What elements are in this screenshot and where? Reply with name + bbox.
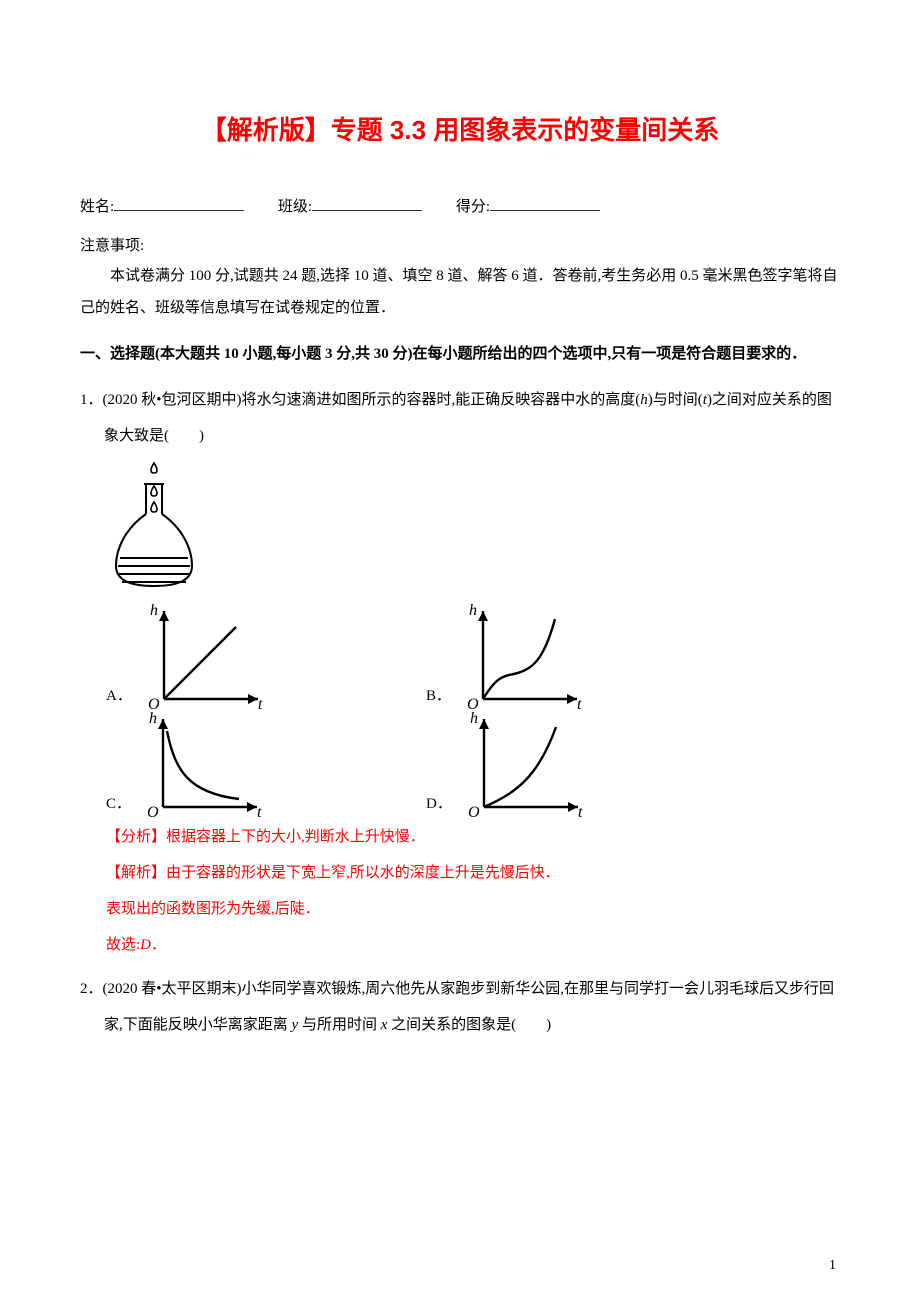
q1-ana-d1: 故选:	[106, 937, 140, 953]
graph-c-icon: h O t	[139, 711, 269, 819]
q1-ana-c: 表现出的函数图形为先缓,后陡．	[106, 891, 840, 927]
q1-num: 1．	[80, 392, 103, 408]
flask-icon	[106, 460, 202, 590]
class-blank	[312, 195, 422, 211]
doc-title: 【解析版】专题 3.3 用图象表示的变量间关系	[80, 110, 840, 147]
q1-ana-d: 故选:D．	[106, 927, 840, 963]
graph-b-icon: h O t	[459, 603, 589, 711]
q2-num: 2．	[80, 981, 103, 997]
graph-d-ylabel: h	[470, 711, 478, 727]
q1-mid: )与时间(	[648, 392, 703, 408]
q1-ana-d3: ．	[151, 937, 166, 953]
page-number: 1	[829, 1258, 836, 1274]
graph-b-origin: O	[467, 696, 479, 711]
graph-d-xlabel: t	[578, 804, 583, 819]
graph-a-icon: h O t	[140, 603, 270, 711]
option-b-label: B．	[426, 684, 459, 711]
info-line: 姓名: 班级: 得分:	[80, 195, 840, 216]
class-label: 班级:	[278, 199, 312, 215]
q1-options: A． h O t B．	[106, 603, 840, 819]
graph-d-origin: O	[468, 804, 480, 819]
q1-src: (2020 秋•包河区期中)将水匀速滴进如图所示的容器时,能正确反映容器中水的高…	[103, 392, 641, 408]
q1-ana-b: 【解析】由于容器的形状是下宽上窄,所以水的深度上升是先慢后快．	[106, 855, 840, 891]
option-c-label: C．	[106, 792, 139, 819]
graph-c-xlabel: t	[257, 804, 262, 819]
option-d-label: D．	[426, 792, 460, 819]
q1-h: h	[640, 392, 648, 408]
page: 【解析版】专题 3.3 用图象表示的变量间关系 姓名: 班级: 得分: 注意事项…	[0, 0, 920, 1302]
graph-c-ylabel: h	[149, 711, 157, 727]
option-c: C． h O t	[106, 711, 426, 819]
score-label: 得分:	[456, 199, 490, 215]
q1-text: 1．(2020 秋•包河区期中)将水匀速滴进如图所示的容器时,能正确反映容器中水…	[80, 382, 840, 454]
graph-a-ylabel: h	[150, 603, 158, 619]
name-blank	[114, 195, 244, 211]
q1-ana-d2: D	[140, 937, 151, 953]
option-row-1: A． h O t B．	[106, 603, 840, 711]
name-label: 姓名:	[80, 199, 114, 215]
flask-figure	[106, 460, 840, 595]
graph-b-xlabel: t	[577, 696, 582, 711]
option-a-label: A．	[106, 684, 140, 711]
graph-a-origin: O	[148, 696, 160, 711]
q1-analysis: 【分析】根据容器上下的大小,判断水上升快慢． 【解析】由于容器的形状是下宽上窄,…	[106, 819, 840, 963]
graph-c-origin: O	[147, 804, 159, 819]
graph-b-ylabel: h	[469, 603, 477, 619]
graph-d-icon: h O t	[460, 711, 590, 819]
notes-body: 本试卷满分 100 分,试题共 24 题,选择 10 道、填空 8 道、解答 6…	[80, 261, 840, 324]
option-row-2: C． h O t D．	[106, 711, 840, 819]
notes-head: 注意事项:	[80, 234, 840, 255]
q2-mid: 与所用时间	[298, 1017, 381, 1033]
graph-a-xlabel: t	[258, 696, 263, 711]
option-a: A． h O t	[106, 603, 426, 711]
q1-ana-a: 【分析】根据容器上下的大小,判断水上升快慢．	[106, 819, 840, 855]
option-d: D． h O t	[426, 711, 746, 819]
q2-text: 2．(2020 春•太平区期末)小华同学喜欢锻炼,周六他先从家跑步到新华公园,在…	[80, 971, 840, 1043]
score-blank	[490, 195, 600, 211]
q2-tail: 之间关系的图象是( )	[387, 1017, 551, 1033]
option-b: B． h O t	[426, 603, 746, 711]
section-1-title: 一、选择题(本大题共 10 小题,每小题 3 分,共 30 分)在每小题所给出的…	[80, 336, 840, 372]
